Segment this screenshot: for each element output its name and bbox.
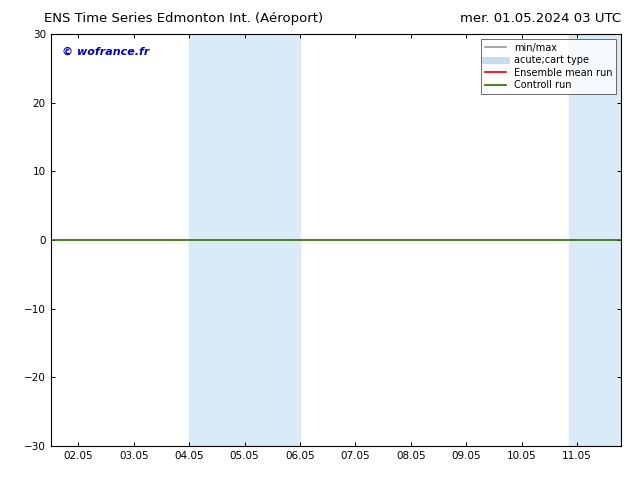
Text: mer. 01.05.2024 03 UTC: mer. 01.05.2024 03 UTC: [460, 12, 621, 25]
Text: ENS Time Series Edmonton Int. (Aéroport): ENS Time Series Edmonton Int. (Aéroport): [44, 12, 323, 25]
Legend: min/max, acute;cart type, Ensemble mean run, Controll run: min/max, acute;cart type, Ensemble mean …: [481, 39, 616, 94]
Bar: [569, 34, 605, 446]
Bar: [189, 34, 236, 446]
Bar: [605, 34, 634, 446]
Bar: [236, 34, 300, 446]
Text: © wofrance.fr: © wofrance.fr: [62, 47, 150, 57]
